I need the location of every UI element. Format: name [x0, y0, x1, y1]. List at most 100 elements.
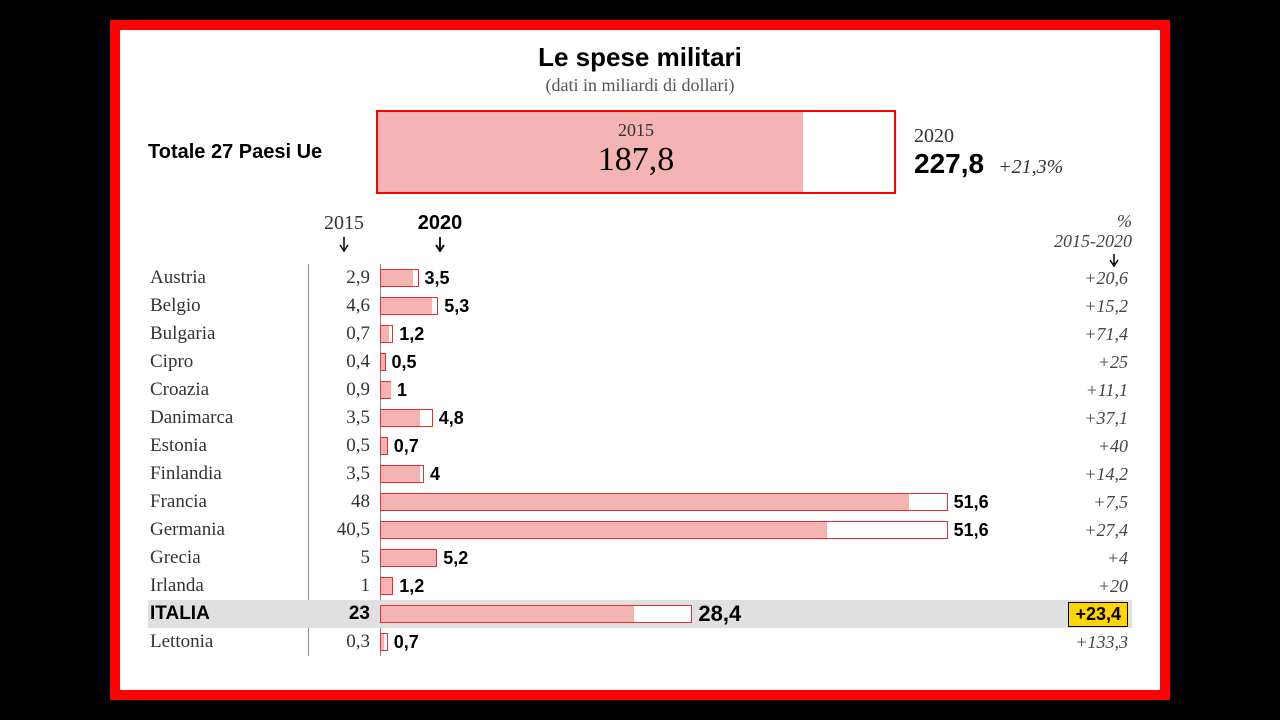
table-row: Danimarca3,54,8+37,1 [148, 404, 1132, 432]
table-row: Cipro0,40,5+25 [148, 348, 1132, 376]
chart-frame: Le spese militari (dati in miliardi di d… [110, 20, 1170, 700]
total-value-2015: 187,8 [378, 141, 894, 179]
country-label: Croazia [148, 379, 308, 401]
bar-2015-fill [381, 354, 385, 370]
bar-2015-fill [381, 438, 387, 454]
bar-2015-fill [381, 550, 436, 566]
country-label: Belgio [148, 295, 308, 317]
table-row: Bulgaria0,71,2+71,4 [148, 320, 1132, 348]
pct-change: +40 [1042, 436, 1132, 457]
value-2020: 0,7 [394, 631, 419, 653]
pct-change: +7,5 [1042, 492, 1132, 513]
table-row: Lettonia0,30,7+133,3 [148, 628, 1132, 656]
total-year-2020: 2020 [914, 125, 1063, 148]
value-2015: 1 [308, 575, 380, 597]
country-label: Austria [148, 267, 308, 289]
total-right: 2020 227,8 +21,3% [914, 125, 1063, 180]
header-2015: 2015 [308, 212, 380, 253]
value-2015: 2,9 [308, 267, 380, 289]
bar-2020 [380, 325, 393, 343]
country-label: Germania [148, 519, 308, 541]
value-2015: 40,5 [308, 519, 380, 541]
pct-change: +25 [1042, 352, 1132, 373]
country-label: Estonia [148, 435, 308, 457]
value-2020: 0,7 [394, 435, 419, 457]
bar-area: 5,2 [380, 547, 1042, 569]
bar-area: 5,3 [380, 295, 1042, 317]
bar-2020 [380, 577, 393, 595]
pct-change: +11,1 [1042, 380, 1132, 401]
country-label: Danimarca [148, 407, 308, 429]
bar-2020 [380, 549, 437, 567]
bar-2015-fill [381, 606, 634, 622]
value-2020: 1 [397, 379, 407, 401]
value-2015: 0,3 [308, 631, 380, 653]
bar-2020 [380, 465, 424, 483]
arrow-down-icon [434, 237, 446, 253]
country-label: Finlandia [148, 463, 308, 485]
value-2015: 0,9 [308, 379, 380, 401]
value-2015: 5 [308, 547, 380, 569]
header-pct: % 2015-2020 [1054, 212, 1132, 268]
table-row: Germania40,5 51,6 +27,4 [148, 516, 1132, 544]
table-row: Croazia0,9 1 +11,1 [148, 376, 1132, 404]
bar-area: 3,5 [380, 267, 1042, 289]
header-pct-top: % [1117, 211, 1132, 231]
bar-area: 51,6 [380, 491, 1042, 513]
bar-2020 [380, 633, 388, 651]
bar-2020 [380, 437, 388, 455]
bar-2020 [380, 409, 433, 427]
bar-2020 [380, 353, 386, 371]
table-row: Finlandia3,5 4 +14,2 [148, 460, 1132, 488]
header-2020-label: 2020 [418, 212, 463, 234]
header-2020: 2020 [410, 212, 470, 253]
table-row: Francia4851,6+7,5 [148, 488, 1132, 516]
bar-2020 [380, 269, 419, 287]
bar-2015-fill [381, 634, 384, 650]
value-2020: 51,6 [954, 519, 989, 541]
country-label: Irlanda [148, 575, 308, 597]
chart-rows: Austria2,93,5+20,6Belgio4,65,3+15,2Bulga… [148, 264, 1132, 656]
pct-change: +27,4 [1042, 520, 1132, 541]
pct-change: +37,1 [1042, 408, 1132, 429]
country-label: Grecia [148, 547, 308, 569]
value-2015: 4,6 [308, 295, 380, 317]
country-label: Francia [148, 491, 308, 513]
bar-2015-fill [381, 466, 420, 482]
bar-2020 [380, 605, 692, 623]
value-2015: 23 [308, 603, 380, 625]
total-bar-text: 2015 187,8 [378, 120, 894, 179]
total-bar: 2015 187,8 [376, 110, 896, 194]
header-pct-bottom: 2015-2020 [1054, 231, 1132, 251]
header-2015-label: 2015 [324, 212, 364, 234]
country-label: ITALIA [148, 603, 308, 625]
total-pct: +21,3% [998, 156, 1063, 179]
bar-2015-fill [381, 298, 432, 314]
country-label: Cipro [148, 351, 308, 373]
pct-change: +20 [1042, 576, 1132, 597]
bar-2020 [380, 493, 948, 511]
bar-area: 0,5 [380, 351, 1042, 373]
bar-area: 1,2 [380, 323, 1042, 345]
value-2020: 4 [430, 463, 440, 485]
bar-area: 4 [380, 463, 1042, 485]
value-2020: 51,6 [954, 491, 989, 513]
bar-area: 4,8 [380, 407, 1042, 429]
table-row: Estonia0,50,7+40 [148, 432, 1132, 460]
table-row: Austria2,9 3,5 +20,6 [148, 264, 1132, 292]
value-2020: 3,5 [425, 267, 450, 289]
bar-2020 [380, 297, 438, 315]
pct-highlight: +23,4 [1068, 602, 1128, 627]
table-row: Irlanda11,2+20 [148, 572, 1132, 600]
value-2015: 3,5 [308, 463, 380, 485]
total-label: Totale 27 Paesi Ue [148, 141, 358, 164]
value-2020: 5,2 [443, 547, 468, 569]
pct-change: +14,2 [1042, 464, 1132, 485]
pct-change: +4 [1042, 548, 1132, 569]
bar-area: 1 [380, 379, 1042, 401]
pct-change: +20,6 [1042, 268, 1132, 289]
bar-2020 [380, 521, 948, 539]
total-value-2020: 227,8 [914, 148, 984, 180]
chart-header: 2015 2020 % 2015-2020 [148, 212, 1132, 264]
table-row: ITALIA2328,4+23,4 [148, 600, 1132, 628]
